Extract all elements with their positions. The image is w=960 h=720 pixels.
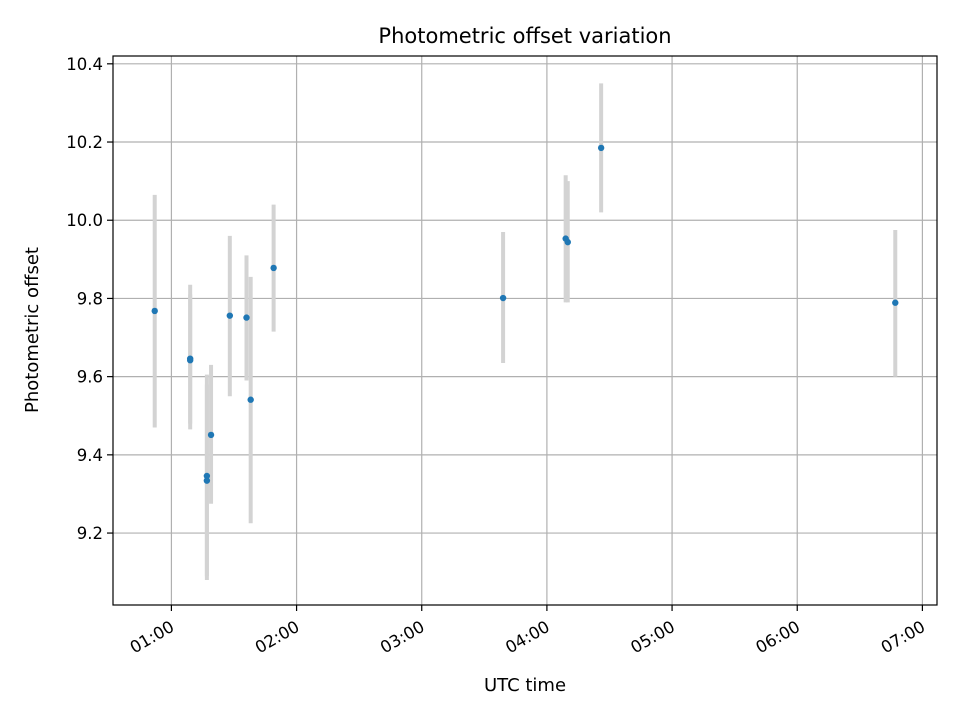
data-point [207,431,215,439]
data-point [892,299,899,306]
y-tick-label: 10.4 [66,55,103,74]
data-point [151,307,158,315]
data-point [564,238,571,246]
data-point [270,264,277,272]
data-point [499,294,507,302]
data-point [226,312,234,319]
data-point [203,472,211,480]
data-point [243,314,250,321]
y-tick-label: 9.4 [77,446,103,465]
chart-title: Photometric offset variation [378,24,671,48]
y-tick-label: 10.0 [66,211,103,230]
data-points [151,144,899,484]
data-point [203,477,211,484]
y-tick-label: 9.6 [77,368,103,387]
data-point [186,357,194,364]
data-point [597,144,605,152]
x-axis-title: UTC time [484,675,566,696]
y-axis-ticks: 9.2 9.4 9.6 9.8 10.0 10.2 10.4 [66,55,113,543]
y-tick-label: 9.2 [77,524,103,543]
plot-frame [112,55,938,606]
y-tick-label: 10.2 [66,133,103,152]
data-point [247,396,254,403]
y-axis-title: Photometric offset [22,247,43,413]
y-tick-label: 9.8 [77,289,103,308]
